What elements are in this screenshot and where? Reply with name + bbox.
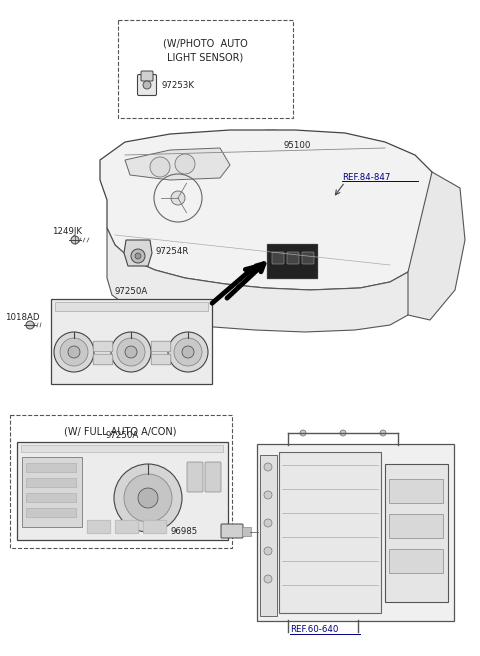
FancyBboxPatch shape [26,493,76,502]
FancyBboxPatch shape [205,462,221,492]
Circle shape [124,474,172,522]
FancyBboxPatch shape [241,527,251,535]
Polygon shape [100,130,435,290]
FancyBboxPatch shape [265,130,277,141]
Polygon shape [125,148,230,180]
FancyBboxPatch shape [389,479,443,502]
FancyBboxPatch shape [143,520,167,534]
Circle shape [131,249,145,263]
Circle shape [135,253,141,259]
FancyBboxPatch shape [16,441,228,539]
FancyBboxPatch shape [257,444,454,621]
FancyBboxPatch shape [389,514,443,538]
FancyBboxPatch shape [26,462,76,472]
Text: 1018AD: 1018AD [5,312,39,321]
FancyBboxPatch shape [267,244,317,278]
FancyBboxPatch shape [287,252,299,264]
FancyBboxPatch shape [10,415,232,548]
FancyBboxPatch shape [384,464,447,602]
Text: REF.84-847: REF.84-847 [342,173,390,182]
FancyBboxPatch shape [22,457,82,527]
Circle shape [264,491,272,499]
Circle shape [175,154,195,174]
FancyBboxPatch shape [93,341,113,352]
Text: 97250A: 97250A [114,287,148,297]
Circle shape [111,332,151,372]
Circle shape [340,430,346,436]
Text: 97253K: 97253K [161,81,194,89]
FancyBboxPatch shape [151,341,171,352]
Circle shape [125,346,137,358]
FancyBboxPatch shape [87,520,111,534]
Text: REF.60-640: REF.60-640 [290,626,338,634]
FancyBboxPatch shape [302,252,314,264]
Circle shape [114,464,182,532]
FancyBboxPatch shape [151,354,171,365]
Circle shape [60,338,88,366]
Text: LIGHT SENSOR): LIGHT SENSOR) [167,52,243,62]
FancyBboxPatch shape [118,20,293,118]
Circle shape [264,463,272,471]
Circle shape [71,236,79,244]
Circle shape [264,547,272,555]
Text: 1249JK: 1249JK [52,228,82,237]
Circle shape [138,488,158,508]
Text: (W/PHOTO  AUTO: (W/PHOTO AUTO [163,38,247,48]
FancyBboxPatch shape [55,302,207,310]
FancyBboxPatch shape [137,75,156,96]
Text: 97254R: 97254R [156,247,190,256]
Polygon shape [107,228,415,332]
FancyBboxPatch shape [389,549,443,573]
FancyBboxPatch shape [26,508,76,518]
FancyBboxPatch shape [279,452,381,613]
Circle shape [143,81,151,89]
FancyBboxPatch shape [260,455,276,615]
Text: 97250A: 97250A [106,430,139,440]
Text: 96985: 96985 [170,527,198,537]
FancyBboxPatch shape [50,298,212,384]
Circle shape [174,338,202,366]
FancyBboxPatch shape [21,445,223,452]
Text: 95100: 95100 [283,140,311,150]
Circle shape [54,332,94,372]
Text: (W/ FULL AUTO A/CON): (W/ FULL AUTO A/CON) [64,427,176,437]
Circle shape [380,430,386,436]
FancyBboxPatch shape [272,252,284,264]
Circle shape [300,430,306,436]
FancyBboxPatch shape [221,524,243,538]
Circle shape [68,346,80,358]
Circle shape [264,519,272,527]
FancyBboxPatch shape [115,520,139,534]
Circle shape [26,321,34,329]
Circle shape [150,157,170,177]
Circle shape [117,338,145,366]
Polygon shape [408,172,465,320]
Polygon shape [124,240,152,266]
FancyBboxPatch shape [263,136,279,154]
FancyBboxPatch shape [26,478,76,487]
FancyBboxPatch shape [141,71,153,81]
Circle shape [171,191,185,205]
Circle shape [264,575,272,583]
FancyBboxPatch shape [93,354,113,365]
FancyBboxPatch shape [187,462,203,492]
Circle shape [168,332,208,372]
Circle shape [182,346,194,358]
